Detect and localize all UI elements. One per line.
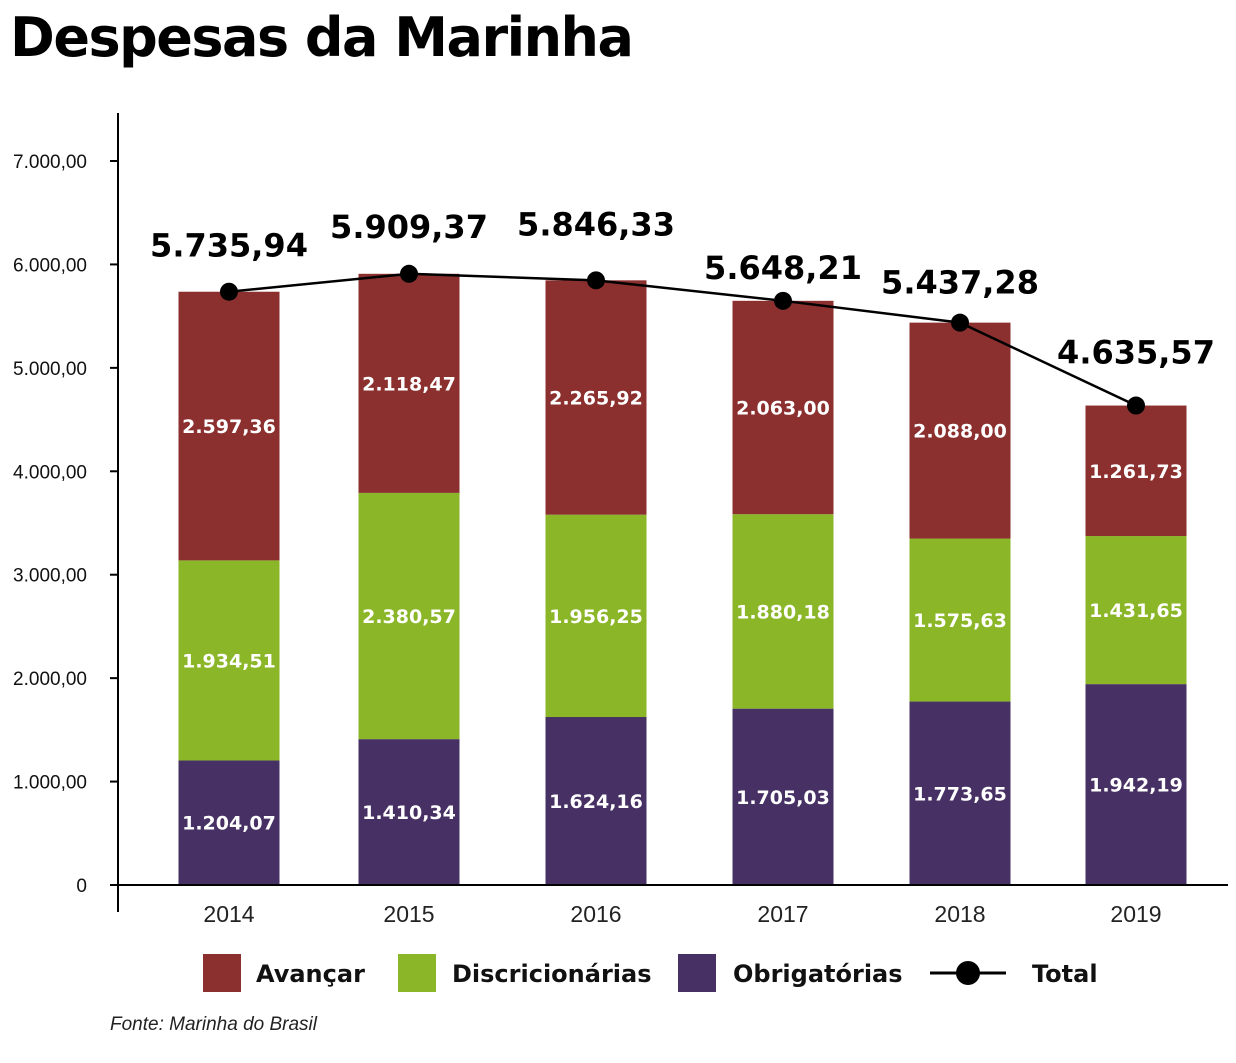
- y-tick-label: 6.000,00: [13, 255, 87, 276]
- legend-swatch-obrigatorias: [678, 954, 716, 992]
- segment-label: 2.088,00: [913, 421, 1007, 443]
- segment-label: 1.705,03: [736, 787, 830, 809]
- segment-label: 2.380,57: [362, 606, 456, 628]
- segment-label: 1.204,07: [182, 813, 276, 835]
- page-title: Despesas da Marinha: [10, 6, 634, 69]
- y-tick-label: 5.000,00: [13, 359, 87, 380]
- bar-obrigatórias-2018: [909, 701, 1011, 885]
- x-tick-label: 2015: [383, 901, 434, 927]
- total-point-2014: [220, 282, 238, 301]
- total-value-label: 5.846,33: [517, 205, 675, 243]
- bar-discricionárias-2017: [732, 514, 834, 709]
- legend-swatch-avancar: [203, 954, 241, 992]
- segment-label: 1.956,25: [549, 606, 643, 628]
- y-tick-label: 2.000,00: [13, 669, 87, 690]
- legend-label-discricionarias: Discricionárias: [452, 960, 652, 988]
- bar-avançar-2015: [358, 273, 460, 493]
- segment-label: 2.118,47: [362, 373, 456, 395]
- segment-label: 2.597,36: [182, 416, 276, 438]
- total-value-label: 5.735,94: [150, 227, 308, 265]
- bar-avançar-2017: [732, 300, 834, 515]
- legend-swatch-discricionarias: [398, 954, 436, 992]
- bar-avançar-2019: [1085, 405, 1187, 537]
- segment-label: 2.063,00: [736, 398, 830, 420]
- total-value-label: 5.648,21: [704, 249, 862, 287]
- y-tick-label: 3.000,00: [13, 566, 87, 587]
- source-note: Fonte: Marinha do Brasil: [110, 1014, 317, 1035]
- y-tick-label: 4.000,00: [13, 462, 87, 483]
- bar-avançar-2016: [545, 280, 647, 515]
- y-tick-label: 1.000,00: [13, 773, 87, 794]
- segment-label: 1.624,16: [549, 791, 643, 813]
- total-value-label: 5.437,28: [881, 264, 1039, 302]
- bar-obrigatórias-2016: [545, 717, 647, 885]
- segment-label: 1.934,51: [182, 650, 276, 672]
- bar-avançar-2018: [909, 322, 1011, 539]
- segment-label: 1.261,73: [1089, 461, 1183, 483]
- bar-discricionárias-2014: [178, 560, 280, 761]
- segment-label: 1.575,63: [913, 610, 1007, 632]
- total-point-2016: [587, 271, 605, 290]
- bar-avançar-2014: [178, 291, 280, 561]
- segment-label: 1.410,34: [362, 802, 456, 824]
- bar-obrigatórias-2015: [358, 739, 460, 885]
- legend-label-avancar: Avançar: [256, 960, 365, 988]
- x-tick-label: 2018: [934, 901, 985, 927]
- x-tick-label: 2019: [1110, 901, 1161, 927]
- segment-label: 1.431,65: [1089, 600, 1183, 622]
- segment-label: 2.265,92: [549, 388, 643, 410]
- total-point-2018: [951, 313, 969, 332]
- bar-discricionárias-2016: [545, 514, 647, 718]
- legend-label-total: Total: [1032, 960, 1098, 988]
- total-value-label: 4.635,57: [1057, 334, 1215, 372]
- bar-discricionárias-2019: [1085, 536, 1187, 685]
- legend-label-obrigatorias: Obrigatórias: [733, 960, 903, 988]
- bar-discricionárias-2018: [909, 538, 1011, 702]
- segment-label: 1.942,19: [1089, 775, 1183, 797]
- bar-obrigatórias-2019: [1085, 684, 1187, 885]
- total-point-2015: [400, 264, 418, 283]
- legend-marker-total: [956, 961, 980, 985]
- x-tick-label: 2016: [570, 901, 621, 927]
- segment-label: 1.773,65: [913, 783, 1007, 805]
- bar-obrigatórias-2017: [732, 708, 834, 885]
- total-line: [228, 272, 1137, 407]
- total-point-2019: [1127, 396, 1145, 415]
- total-value-label: 5.909,37: [330, 208, 488, 246]
- x-tick-label: 2014: [203, 901, 254, 927]
- total-point-2017: [774, 291, 792, 310]
- y-tick-label: 7.000,00: [13, 152, 87, 173]
- y-tick-label: 0: [76, 876, 87, 897]
- x-tick-label: 2017: [757, 901, 808, 927]
- bar-obrigatórias-2014: [178, 760, 280, 885]
- segment-label: 1.880,18: [736, 601, 830, 623]
- bar-discricionárias-2015: [358, 492, 460, 740]
